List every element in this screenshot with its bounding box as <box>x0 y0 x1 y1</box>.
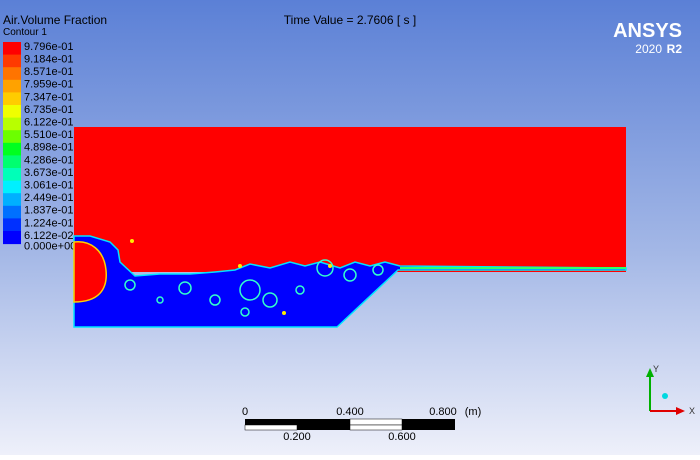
legend-band <box>3 193 21 207</box>
droplets <box>130 239 332 315</box>
legend-label: 8.571e-01 <box>24 66 74 78</box>
legend-band <box>3 205 21 219</box>
legend-band <box>3 105 21 119</box>
legend-band <box>3 231 21 245</box>
legend-band <box>3 168 21 182</box>
logo-brand: ANSYS <box>613 20 682 42</box>
legend-label: 0.000e+00 <box>24 241 76 253</box>
legend-label: 6.735e-01 <box>24 104 74 116</box>
air-region <box>74 127 626 272</box>
legend-label: 1.837e-01 <box>24 205 74 217</box>
legend-band <box>3 155 21 169</box>
legend-band <box>3 42 21 56</box>
scale-segment <box>244 424 298 431</box>
legend-label: 1.224e-01 <box>24 217 74 229</box>
x-arrow-head <box>676 407 685 415</box>
legend-label: 9.184e-01 <box>24 54 74 66</box>
legend-subtitle: Contour 1 <box>3 27 47 38</box>
legend-label: 3.673e-01 <box>24 167 74 179</box>
scale-bar: 0 0.400 0.800 (m) 0.200 0.600 <box>242 406 481 443</box>
scale-label: 0.400 <box>336 406 364 418</box>
air-pocket <box>73 241 107 303</box>
legend-band <box>3 218 21 232</box>
scale-label: 0.800 <box>429 406 457 418</box>
scale-label: 0.600 <box>388 431 416 443</box>
scale-segment <box>402 425 455 430</box>
x-axis-label: X <box>689 406 695 416</box>
contour-domain <box>73 127 627 328</box>
scale-label: 0.200 <box>283 431 311 443</box>
scale-segment <box>245 419 350 425</box>
color-legend: 9.796e-019.184e-018.571e-017.959e-017.34… <box>3 41 76 253</box>
legend-label: 4.898e-01 <box>24 142 74 154</box>
legend-band <box>3 54 21 68</box>
legend-label: 7.959e-01 <box>24 79 74 91</box>
legend-band <box>3 79 21 93</box>
time-value: Time Value = 2.7606 [ s ] <box>284 13 416 27</box>
legend-label: 5.510e-01 <box>24 129 74 141</box>
legend-label: 7.347e-01 <box>24 91 74 103</box>
legend-band <box>3 92 21 106</box>
scale-segment <box>297 425 350 430</box>
bubbles <box>124 259 384 317</box>
legend-band <box>3 130 21 144</box>
legend-band <box>3 142 21 156</box>
legend-label: 3.061e-01 <box>24 180 74 192</box>
legend-label: 2.449e-01 <box>24 192 74 204</box>
legend-title: Air.Volume Fraction <box>3 13 107 27</box>
legend-label: 6.122e-01 <box>24 117 74 129</box>
legend-label: 9.796e-01 <box>24 41 74 53</box>
scale-segment <box>349 424 403 431</box>
legend-label: 6.122e-02 <box>24 230 74 242</box>
logo-version: 2020 <box>635 42 662 56</box>
axis-triad: Y X <box>646 364 695 416</box>
legend-band <box>3 117 21 131</box>
scale-label: 0 <box>242 406 248 418</box>
y-axis-label: Y <box>653 364 659 374</box>
legend-label: 4.286e-01 <box>24 154 74 166</box>
scale-segment <box>402 419 455 425</box>
logo-release: R2 <box>667 42 683 56</box>
scale-segment <box>349 418 403 426</box>
legend-band <box>3 180 21 194</box>
legend-band <box>3 67 21 81</box>
y-arrow-head <box>646 368 654 377</box>
z-axis-dot <box>662 393 668 399</box>
scale-unit: (m) <box>465 406 482 418</box>
